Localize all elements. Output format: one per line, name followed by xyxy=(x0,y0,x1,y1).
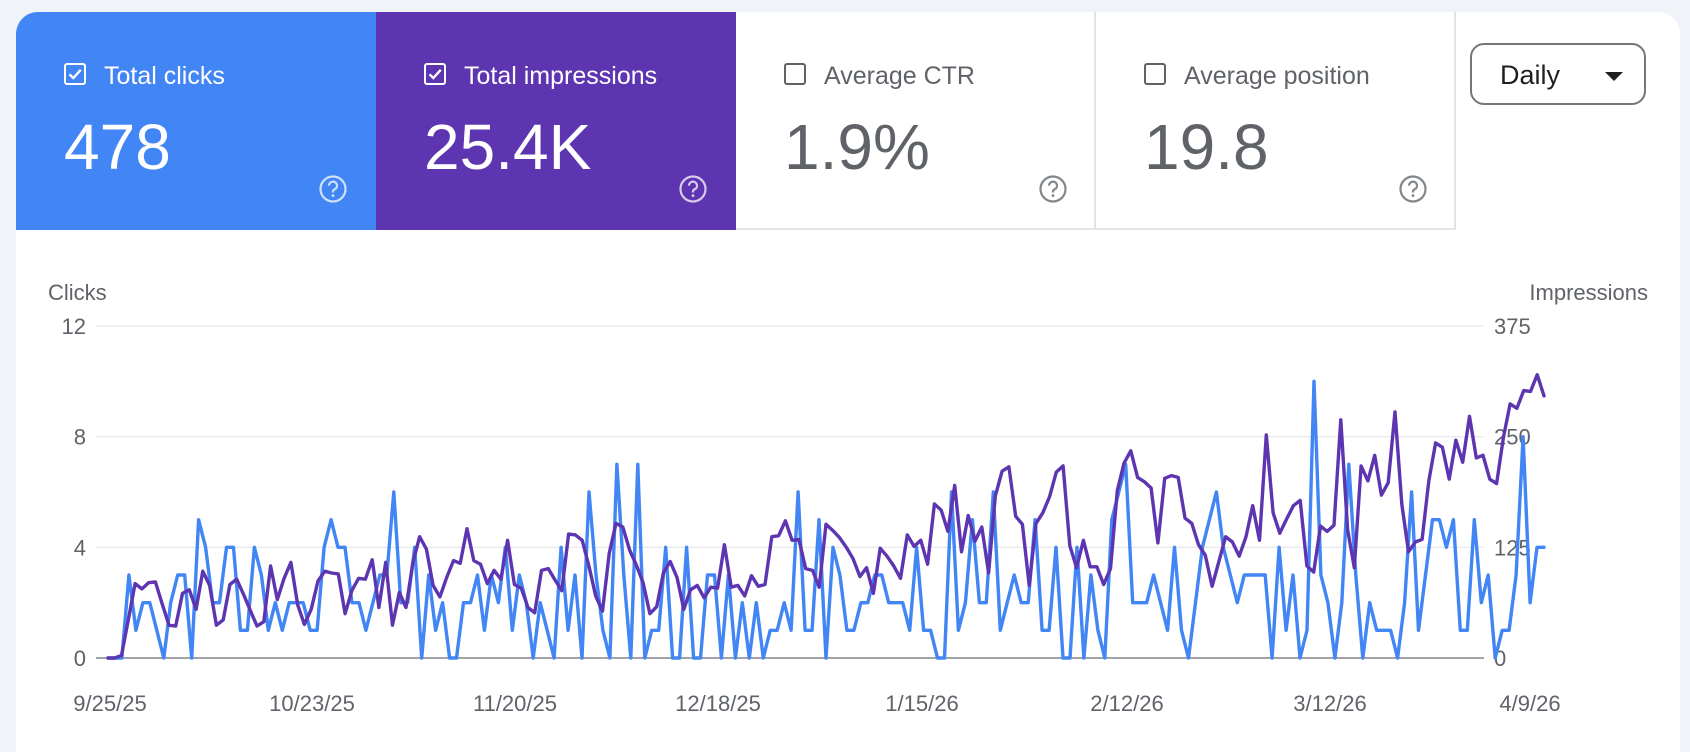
y-left-tick-label: 8 xyxy=(74,425,86,450)
y-left-tick-label: 0 xyxy=(74,646,86,671)
caret-down-icon xyxy=(1604,70,1624,88)
metric-value: 25.4K xyxy=(424,111,592,183)
metric-label: Average position xyxy=(1184,62,1370,90)
x-tick-label: 3/12/26 xyxy=(1293,691,1366,716)
grid-lines xyxy=(96,325,1484,659)
checkbox-checked-icon[interactable] xyxy=(424,63,446,85)
metric-total-impressions[interactable]: Total impressions 25.4K xyxy=(376,12,736,230)
question-circle-icon[interactable] xyxy=(678,174,708,209)
metric-tabs: Total clicks 478 Total impressions 25.4K… xyxy=(16,12,1456,230)
y-right-tick-label: 250 xyxy=(1494,425,1531,450)
metric-value: 478 xyxy=(64,111,171,183)
y-right-axis-title: Impressions xyxy=(1529,280,1648,305)
y-right-tick-label: 125 xyxy=(1494,535,1531,560)
metric-total-clicks[interactable]: Total clicks 478 xyxy=(16,12,376,230)
checkbox-unchecked-icon[interactable] xyxy=(784,63,806,85)
performance-chart: Clicks Impressions 12 8 4 0 375 250 125 0 9/25… xyxy=(48,280,1648,716)
x-tick-label: 2/12/26 xyxy=(1090,691,1163,716)
metric-average-position[interactable]: Average position 19.8 xyxy=(1096,12,1456,230)
metric-value: 19.8 xyxy=(1144,111,1269,183)
x-tick-label: 9/25/25 xyxy=(73,691,146,716)
y-left-tick-label: 12 xyxy=(62,314,86,339)
granularity-dropdown[interactable]: Daily xyxy=(1470,43,1646,105)
series-lines xyxy=(106,373,1546,660)
question-circle-icon[interactable] xyxy=(1038,174,1068,209)
x-tick-label: 12/18/25 xyxy=(675,691,761,716)
x-tick-label: 4/9/26 xyxy=(1499,691,1560,716)
granularity-label: Daily xyxy=(1500,60,1561,90)
question-circle-icon[interactable] xyxy=(1398,174,1428,209)
checkbox-unchecked-icon[interactable] xyxy=(1144,63,1166,85)
series-line-total-clicks xyxy=(106,379,1546,660)
x-tick-labels: 9/25/25 10/23/25 11/20/25 12/18/25 1/15/26 2/… xyxy=(73,691,1560,716)
y-left-axis-title: Clicks xyxy=(48,280,107,305)
series-line-total-impressions xyxy=(106,373,1546,660)
metric-label: Total impressions xyxy=(464,62,658,90)
metric-value: 1.9% xyxy=(784,111,930,183)
metric-average-ctr[interactable]: Average CTR 1.9% xyxy=(736,12,1096,230)
checkbox-checked-icon[interactable] xyxy=(64,63,86,85)
x-tick-label: 1/15/26 xyxy=(885,691,958,716)
x-tick-label: 11/20/25 xyxy=(473,691,557,716)
y-right-tick-label: 375 xyxy=(1494,314,1531,339)
question-circle-icon[interactable] xyxy=(318,174,348,209)
metric-label: Total clicks xyxy=(104,62,225,90)
x-tick-label: 10/23/25 xyxy=(269,691,355,716)
performance-card: Total clicks 478 Total impressions 25.4K… xyxy=(16,12,1680,752)
y-left-tick-labels: 12 8 4 0 xyxy=(62,314,86,671)
metric-label: Average CTR xyxy=(824,62,975,90)
y-left-tick-label: 4 xyxy=(74,535,86,560)
